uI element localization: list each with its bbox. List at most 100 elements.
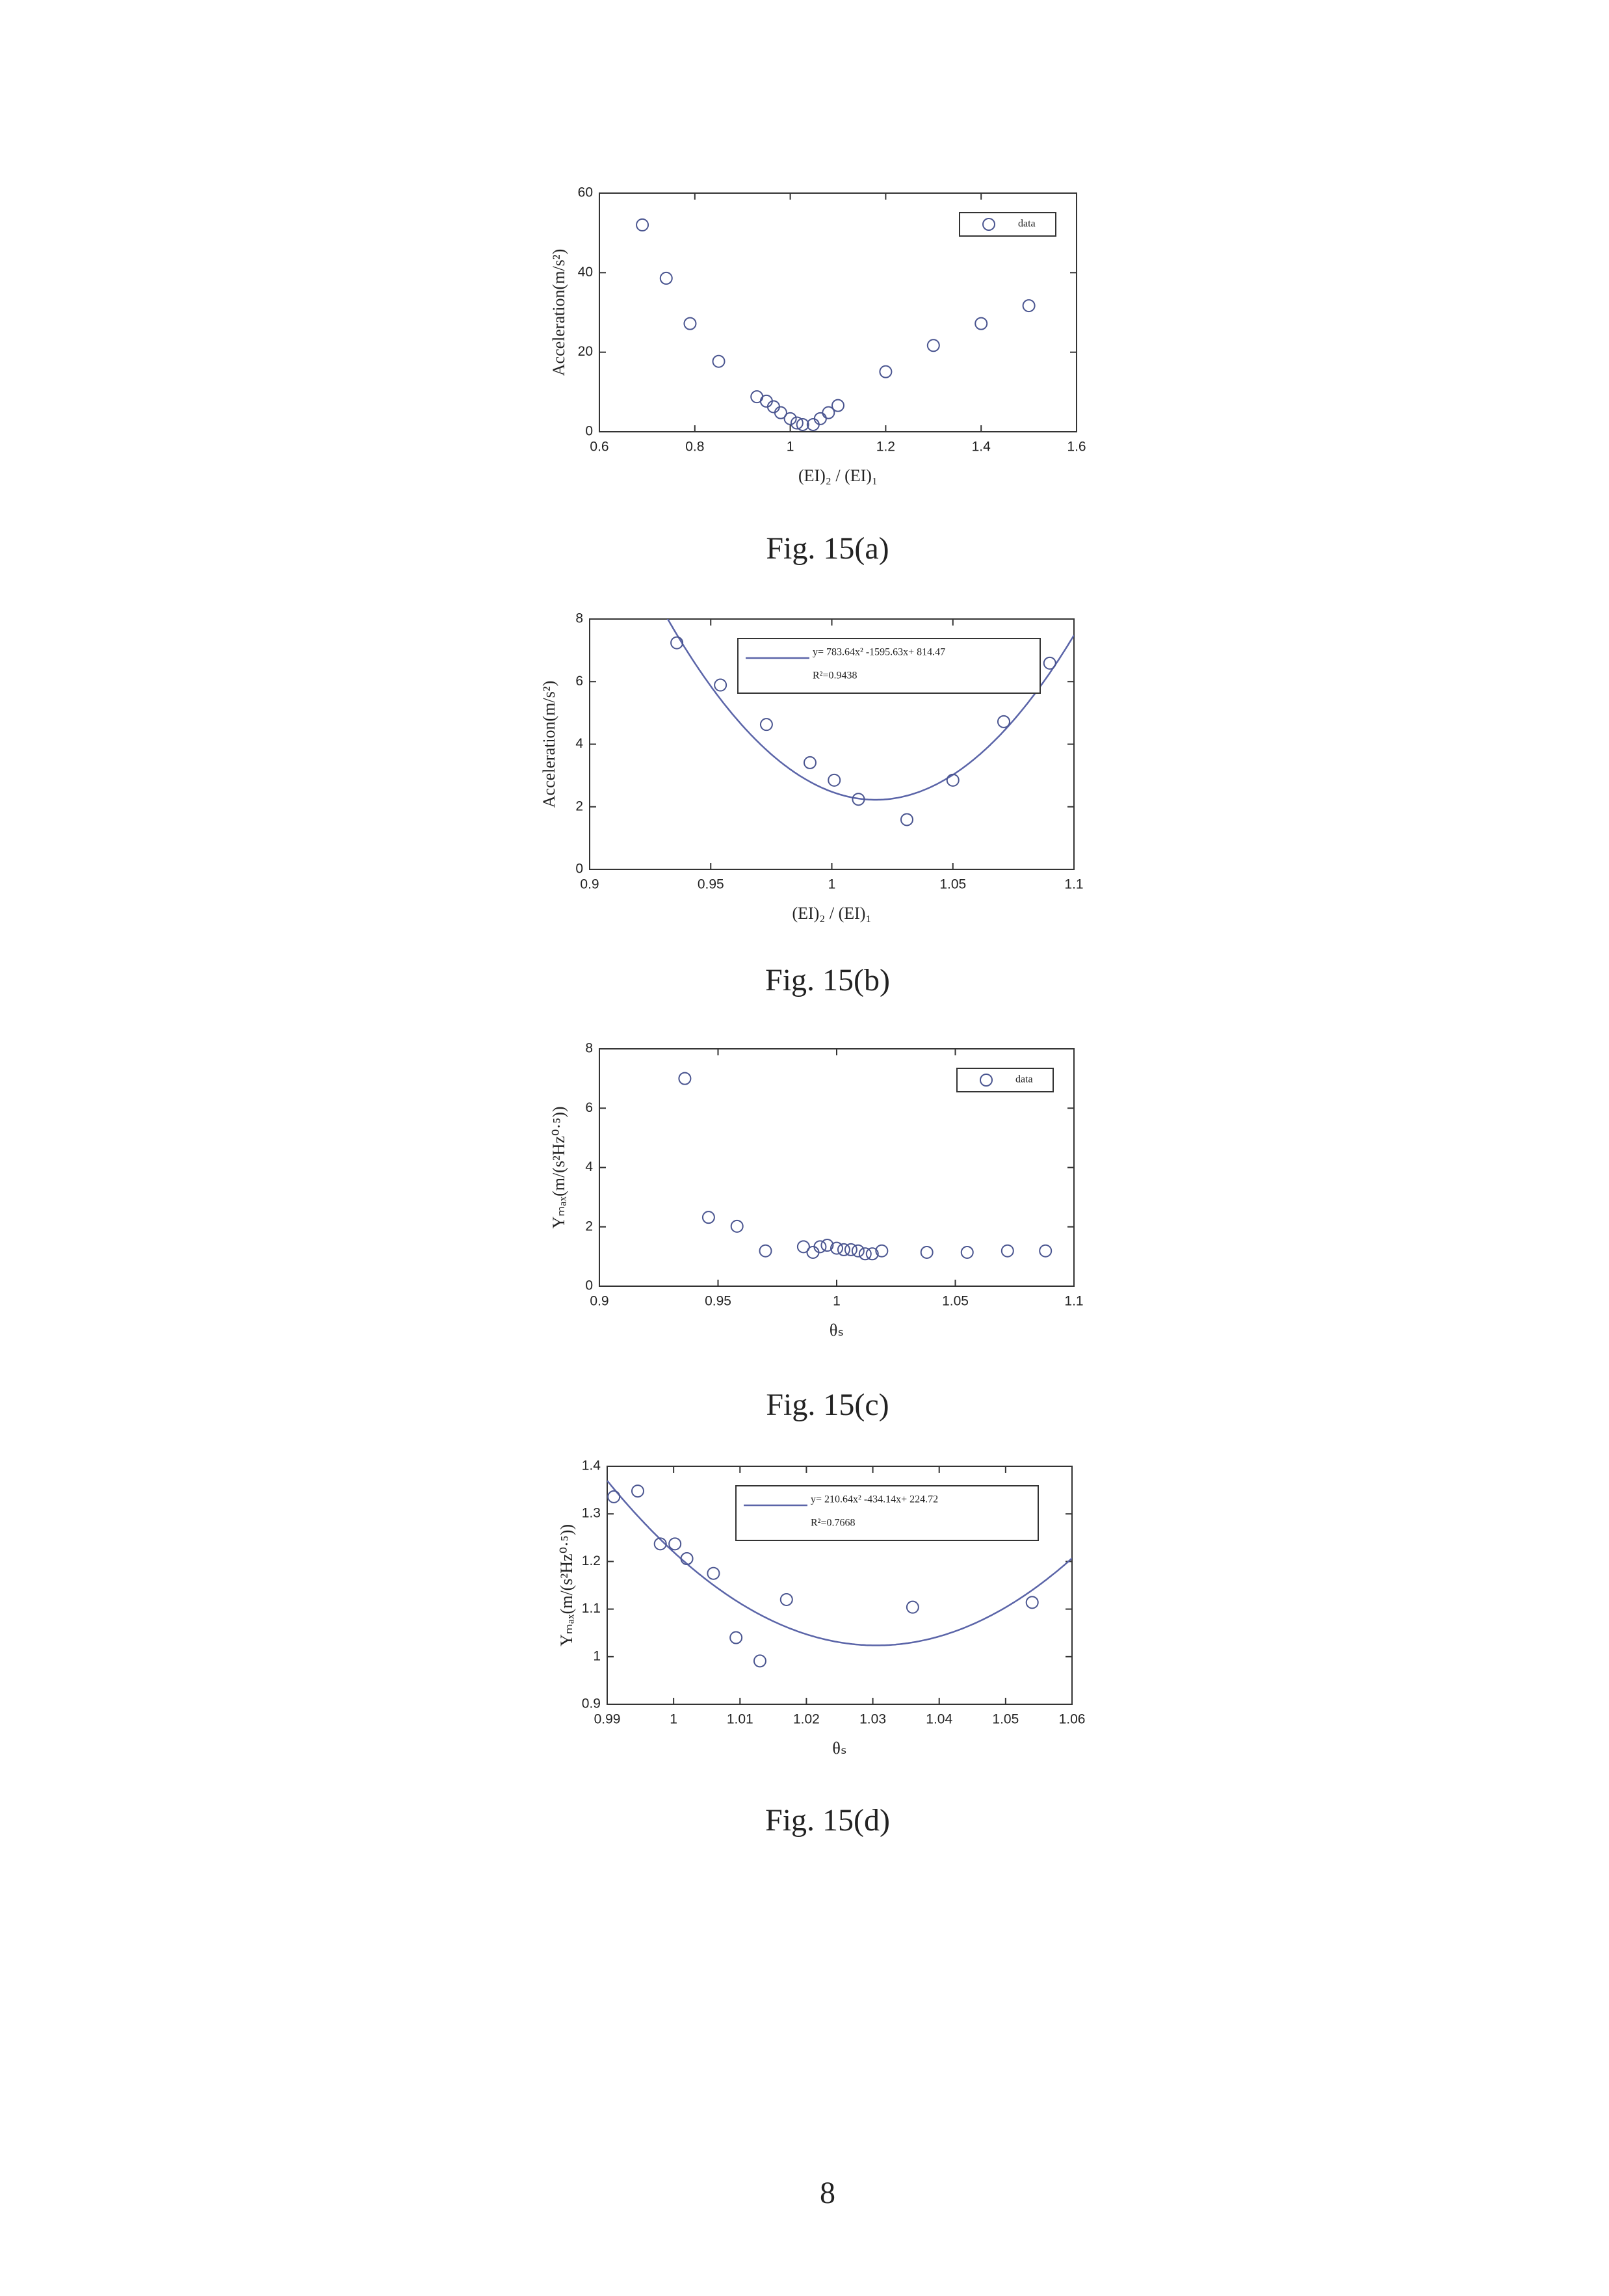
y-tick-label: 4	[585, 1159, 593, 1174]
data-point	[858, 1247, 872, 1261]
y-tick-label: 1	[593, 1648, 601, 1663]
legend-r2: R²=0.9438	[813, 670, 857, 681]
y-tick-label: 6	[585, 1100, 593, 1115]
x-axis-label: (EI)₂ / (EI)₁	[798, 466, 878, 485]
x-axis-label: θₛ	[830, 1321, 844, 1339]
legend-r2: R²=0.7668	[811, 1518, 856, 1529]
data-point	[729, 1631, 743, 1644]
data-point	[1025, 1596, 1039, 1609]
data-point	[879, 365, 893, 378]
data-point	[975, 317, 988, 330]
data-point	[680, 1552, 694, 1566]
chart: 0.9 0.95 1 1.05 1.1 0 2 4 6 8 (EI)₂ / (EI)₁ Acceler…	[540, 611, 1084, 997]
data-point	[1001, 1244, 1014, 1258]
x-tick-label: 1	[833, 1294, 841, 1309]
data-point	[1039, 1244, 1053, 1258]
legend-marker	[980, 1074, 993, 1087]
data-point	[820, 1239, 834, 1252]
data-point	[796, 417, 809, 431]
x-tick-label: 1	[670, 1712, 677, 1727]
data-point	[1043, 656, 1056, 670]
y-axis-label: Acceleration(m/s²)	[549, 249, 568, 376]
x-tick-label: 1.6	[1067, 440, 1086, 455]
data-point	[790, 416, 804, 430]
chart: 0.99 1 1.01 1.02 1.03 1.04 1.05 1.06 0.9 1 1.1 1.2 1…	[557, 1458, 1085, 1838]
page-number: 8	[820, 2176, 835, 2210]
data-point	[875, 1244, 889, 1258]
data-point	[670, 636, 684, 650]
data-point	[712, 354, 726, 368]
y-tick-label: 0	[585, 1278, 593, 1293]
fit-curve	[666, 619, 1074, 801]
figure-caption: Fig. 15(a)	[766, 531, 889, 566]
x-axis-label: (EI)₂ / (EI)₁	[792, 904, 871, 923]
x-tick-label: 1	[787, 440, 794, 455]
y-tick-label: 1.1	[582, 1601, 601, 1616]
data-point	[678, 1072, 692, 1085]
data-point	[906, 1600, 919, 1614]
x-tick-label: 0.8	[685, 440, 704, 455]
data-point	[714, 678, 727, 692]
data-point	[653, 1537, 667, 1551]
data-point	[830, 1241, 843, 1255]
y-tick-label: 1.2	[582, 1553, 601, 1568]
y-tick-label: 6	[575, 674, 583, 689]
y-tick-label: 0	[575, 862, 583, 877]
x-tick-label: 1	[828, 877, 836, 892]
x-tick-label: 1.4	[972, 440, 991, 455]
data-point	[851, 1244, 865, 1258]
data-point	[844, 1243, 857, 1256]
x-tick-label: 1.05	[939, 877, 966, 892]
data-point	[659, 271, 673, 285]
chart: 0.6 0.8 1 1.2 1.4 1.6 0 20 40 60 (EI)₂ / (EI)₁ Acce…	[549, 185, 1086, 566]
figure-caption: Fig. 15(c)	[766, 1388, 889, 1422]
data-point	[926, 339, 940, 352]
data-point	[1022, 299, 1036, 313]
y-tick-label: 2	[585, 1219, 593, 1234]
y-tick-label: 40	[578, 265, 593, 280]
x-tick-label: 1.05	[942, 1294, 969, 1309]
x-tick-label: 1.2	[876, 440, 895, 455]
data-point	[837, 1243, 850, 1256]
figure-caption: Fig. 15(b)	[765, 963, 890, 997]
x-tick-label: 1.03	[859, 1712, 886, 1727]
data-point	[753, 1654, 766, 1668]
data-point	[668, 1537, 682, 1551]
legend-box	[735, 1485, 1039, 1541]
y-tick-label: 20	[578, 344, 593, 359]
data-point	[779, 1592, 793, 1606]
data-point	[865, 1247, 879, 1261]
legend-label: data	[1018, 218, 1036, 230]
data-point	[813, 1240, 827, 1254]
x-tick-label: 1.1	[1064, 877, 1083, 892]
fit-curve	[607, 1480, 1072, 1646]
y-tick-label: 4	[575, 736, 583, 751]
y-tick-label: 1.3	[582, 1506, 601, 1521]
y-tick-label: 8	[575, 611, 583, 626]
x-tick-label: 0.99	[594, 1712, 621, 1727]
y-tick-label: 8	[585, 1041, 593, 1056]
x-tick-label: 0.95	[705, 1294, 731, 1309]
x-tick-label: 1.05	[992, 1712, 1019, 1727]
legend-box	[956, 1068, 1054, 1092]
chart: 0.9 0.95 1 1.05 1.1 0 2 4 6 8 θₛ Yₘₐₓ(m/(s²Hz⁰·⁵)) F…	[549, 1041, 1084, 1422]
data-point	[920, 1245, 934, 1259]
data-point	[631, 1484, 644, 1498]
data-point	[960, 1245, 974, 1259]
y-axis-label: Acceleration(m/s²)	[540, 681, 558, 808]
y-axis-label: Yₘₐₓ(m/(s²Hz⁰·⁵))	[557, 1524, 576, 1646]
x-tick-label: 0.95	[698, 877, 724, 892]
data-point	[796, 1240, 810, 1254]
y-axis-label: Yₘₐₓ(m/(s²Hz⁰·⁵))	[549, 1106, 568, 1228]
data-point	[946, 773, 960, 787]
data-point	[852, 793, 865, 806]
data-point	[774, 406, 787, 419]
data-point	[831, 399, 844, 412]
x-tick-label: 1.02	[793, 1712, 820, 1727]
data-point	[759, 1244, 772, 1258]
x-tick-label: 0.6	[590, 440, 608, 455]
data-point	[803, 756, 817, 769]
data-point	[683, 317, 697, 330]
y-tick-label: 0.9	[582, 1696, 601, 1711]
data-point	[783, 412, 797, 425]
